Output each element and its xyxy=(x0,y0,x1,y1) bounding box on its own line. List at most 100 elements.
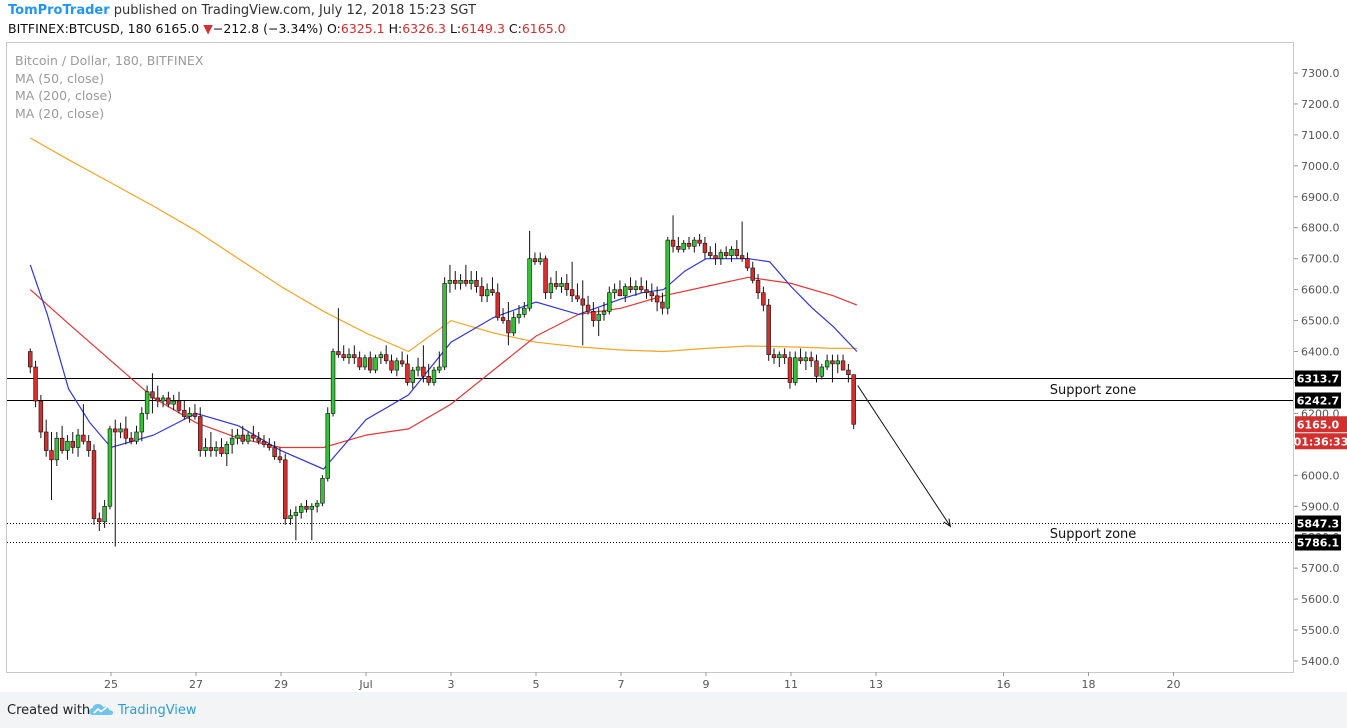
candle-body[interactable] xyxy=(623,286,628,297)
candle-body[interactable] xyxy=(198,416,203,451)
candle-body[interactable] xyxy=(575,295,580,300)
candle-body[interactable] xyxy=(755,280,761,294)
candle-body[interactable] xyxy=(182,410,187,417)
candle-body[interactable] xyxy=(277,456,283,461)
candle-body[interactable] xyxy=(495,292,500,318)
candle-body[interactable] xyxy=(431,369,437,383)
candle-body[interactable] xyxy=(474,280,479,287)
candle-body[interactable] xyxy=(383,354,389,362)
candle-body[interactable] xyxy=(272,447,277,458)
candle-body[interactable] xyxy=(458,280,463,284)
candle-body[interactable] xyxy=(782,354,787,359)
candle-body[interactable] xyxy=(713,255,718,259)
candle-body[interactable] xyxy=(213,447,219,451)
candle-body[interactable] xyxy=(118,428,123,433)
candle-body[interactable] xyxy=(298,505,304,513)
candle-body[interactable] xyxy=(654,295,660,303)
candle-body[interactable] xyxy=(564,283,570,290)
candle-body[interactable] xyxy=(128,437,134,442)
candle-body[interactable] xyxy=(97,518,102,523)
candle-body[interactable] xyxy=(484,289,490,297)
candle-body[interactable] xyxy=(548,283,554,294)
candle-body[interactable] xyxy=(107,428,113,507)
candle-body[interactable] xyxy=(43,431,49,451)
candle-body[interactable] xyxy=(362,357,368,368)
candle-body[interactable] xyxy=(633,286,639,290)
candle-body[interactable] xyxy=(336,351,341,355)
candle-body[interactable] xyxy=(70,440,75,448)
candle-body[interactable] xyxy=(283,459,288,519)
candle-body[interactable] xyxy=(261,440,267,445)
candle-body[interactable] xyxy=(628,286,633,290)
candle-body[interactable] xyxy=(580,298,585,306)
candle-body[interactable] xyxy=(708,252,713,256)
candle-body[interactable] xyxy=(54,437,60,461)
candle-body[interactable] xyxy=(59,437,65,451)
candle-body[interactable] xyxy=(511,317,516,334)
candle-body[interactable] xyxy=(729,249,734,256)
candle-body[interactable] xyxy=(702,242,708,253)
candle-body[interactable] xyxy=(532,258,538,263)
candle-body[interactable] xyxy=(187,413,192,417)
candle-body[interactable] xyxy=(251,434,256,439)
candle-body[interactable] xyxy=(176,400,182,411)
legend-ma-50[interactable]: MA (50, close) xyxy=(15,70,105,86)
candle-body[interactable] xyxy=(410,369,415,383)
candle-body[interactable] xyxy=(405,363,410,383)
candle-body[interactable] xyxy=(538,258,543,263)
chart-pane[interactable] xyxy=(6,42,1294,673)
candle-body[interactable] xyxy=(155,397,160,402)
candle-body[interactable] xyxy=(591,310,596,321)
candle-body[interactable] xyxy=(739,255,745,259)
candle-body[interactable] xyxy=(86,440,91,451)
tradingview-brand-link[interactable]: TradingView xyxy=(118,703,197,718)
candle-body[interactable] xyxy=(415,366,421,371)
candle-body[interactable] xyxy=(516,314,522,318)
candle-body[interactable] xyxy=(139,413,145,433)
candle-body[interactable] xyxy=(38,400,44,433)
candle-body[interactable] xyxy=(723,252,729,256)
candle-body[interactable] xyxy=(341,354,346,359)
candle-body[interactable] xyxy=(819,366,825,377)
candle-body[interactable] xyxy=(697,239,702,244)
candle-body[interactable] xyxy=(585,304,591,312)
candle-body[interactable] xyxy=(75,434,81,448)
author-link[interactable]: TomProTrader xyxy=(8,3,110,18)
candle-body[interactable] xyxy=(596,314,601,321)
candle-body[interactable] xyxy=(320,478,325,504)
candle-body[interactable] xyxy=(160,397,166,402)
candle-body[interactable] xyxy=(330,351,336,414)
candle-body[interactable] xyxy=(750,267,755,281)
candle-body[interactable] xyxy=(91,450,97,519)
candlestick-chart[interactable]: 5400.05500.05600.05700.05800.05900.06000… xyxy=(0,0,1347,692)
candle-body[interactable] xyxy=(426,375,431,383)
candle-body[interactable] xyxy=(601,310,607,315)
candle-body[interactable] xyxy=(150,391,155,399)
candle-body[interactable] xyxy=(761,292,766,306)
candle-body[interactable] xyxy=(686,242,692,247)
candle-body[interactable] xyxy=(846,369,851,376)
candle-body[interactable] xyxy=(389,360,394,371)
candle-body[interactable] xyxy=(824,360,830,368)
candle-body[interactable] xyxy=(421,366,426,377)
candle-body[interactable] xyxy=(314,502,320,507)
candle-body[interactable] xyxy=(649,292,655,297)
candle-body[interactable] xyxy=(559,283,564,287)
candle-body[interactable] xyxy=(394,360,400,371)
tradingview-cloud-icon[interactable] xyxy=(88,701,114,717)
candle-body[interactable] xyxy=(777,354,782,359)
candle-body[interactable] xyxy=(676,246,681,250)
candle-body[interactable] xyxy=(447,280,453,284)
candle-body[interactable] xyxy=(144,391,150,414)
candle-body[interactable] xyxy=(28,351,33,368)
candle-body[interactable] xyxy=(479,286,485,297)
candle-body[interactable] xyxy=(81,434,86,442)
candle-body[interactable] xyxy=(325,413,330,479)
candle-body[interactable] xyxy=(840,360,846,371)
candle-body[interactable] xyxy=(851,374,856,425)
candle-body[interactable] xyxy=(814,360,819,377)
candle-body[interactable] xyxy=(468,280,474,284)
candle-body[interactable] xyxy=(490,289,495,294)
candle-body[interactable] xyxy=(681,242,686,250)
candle-body[interactable] xyxy=(569,289,575,297)
